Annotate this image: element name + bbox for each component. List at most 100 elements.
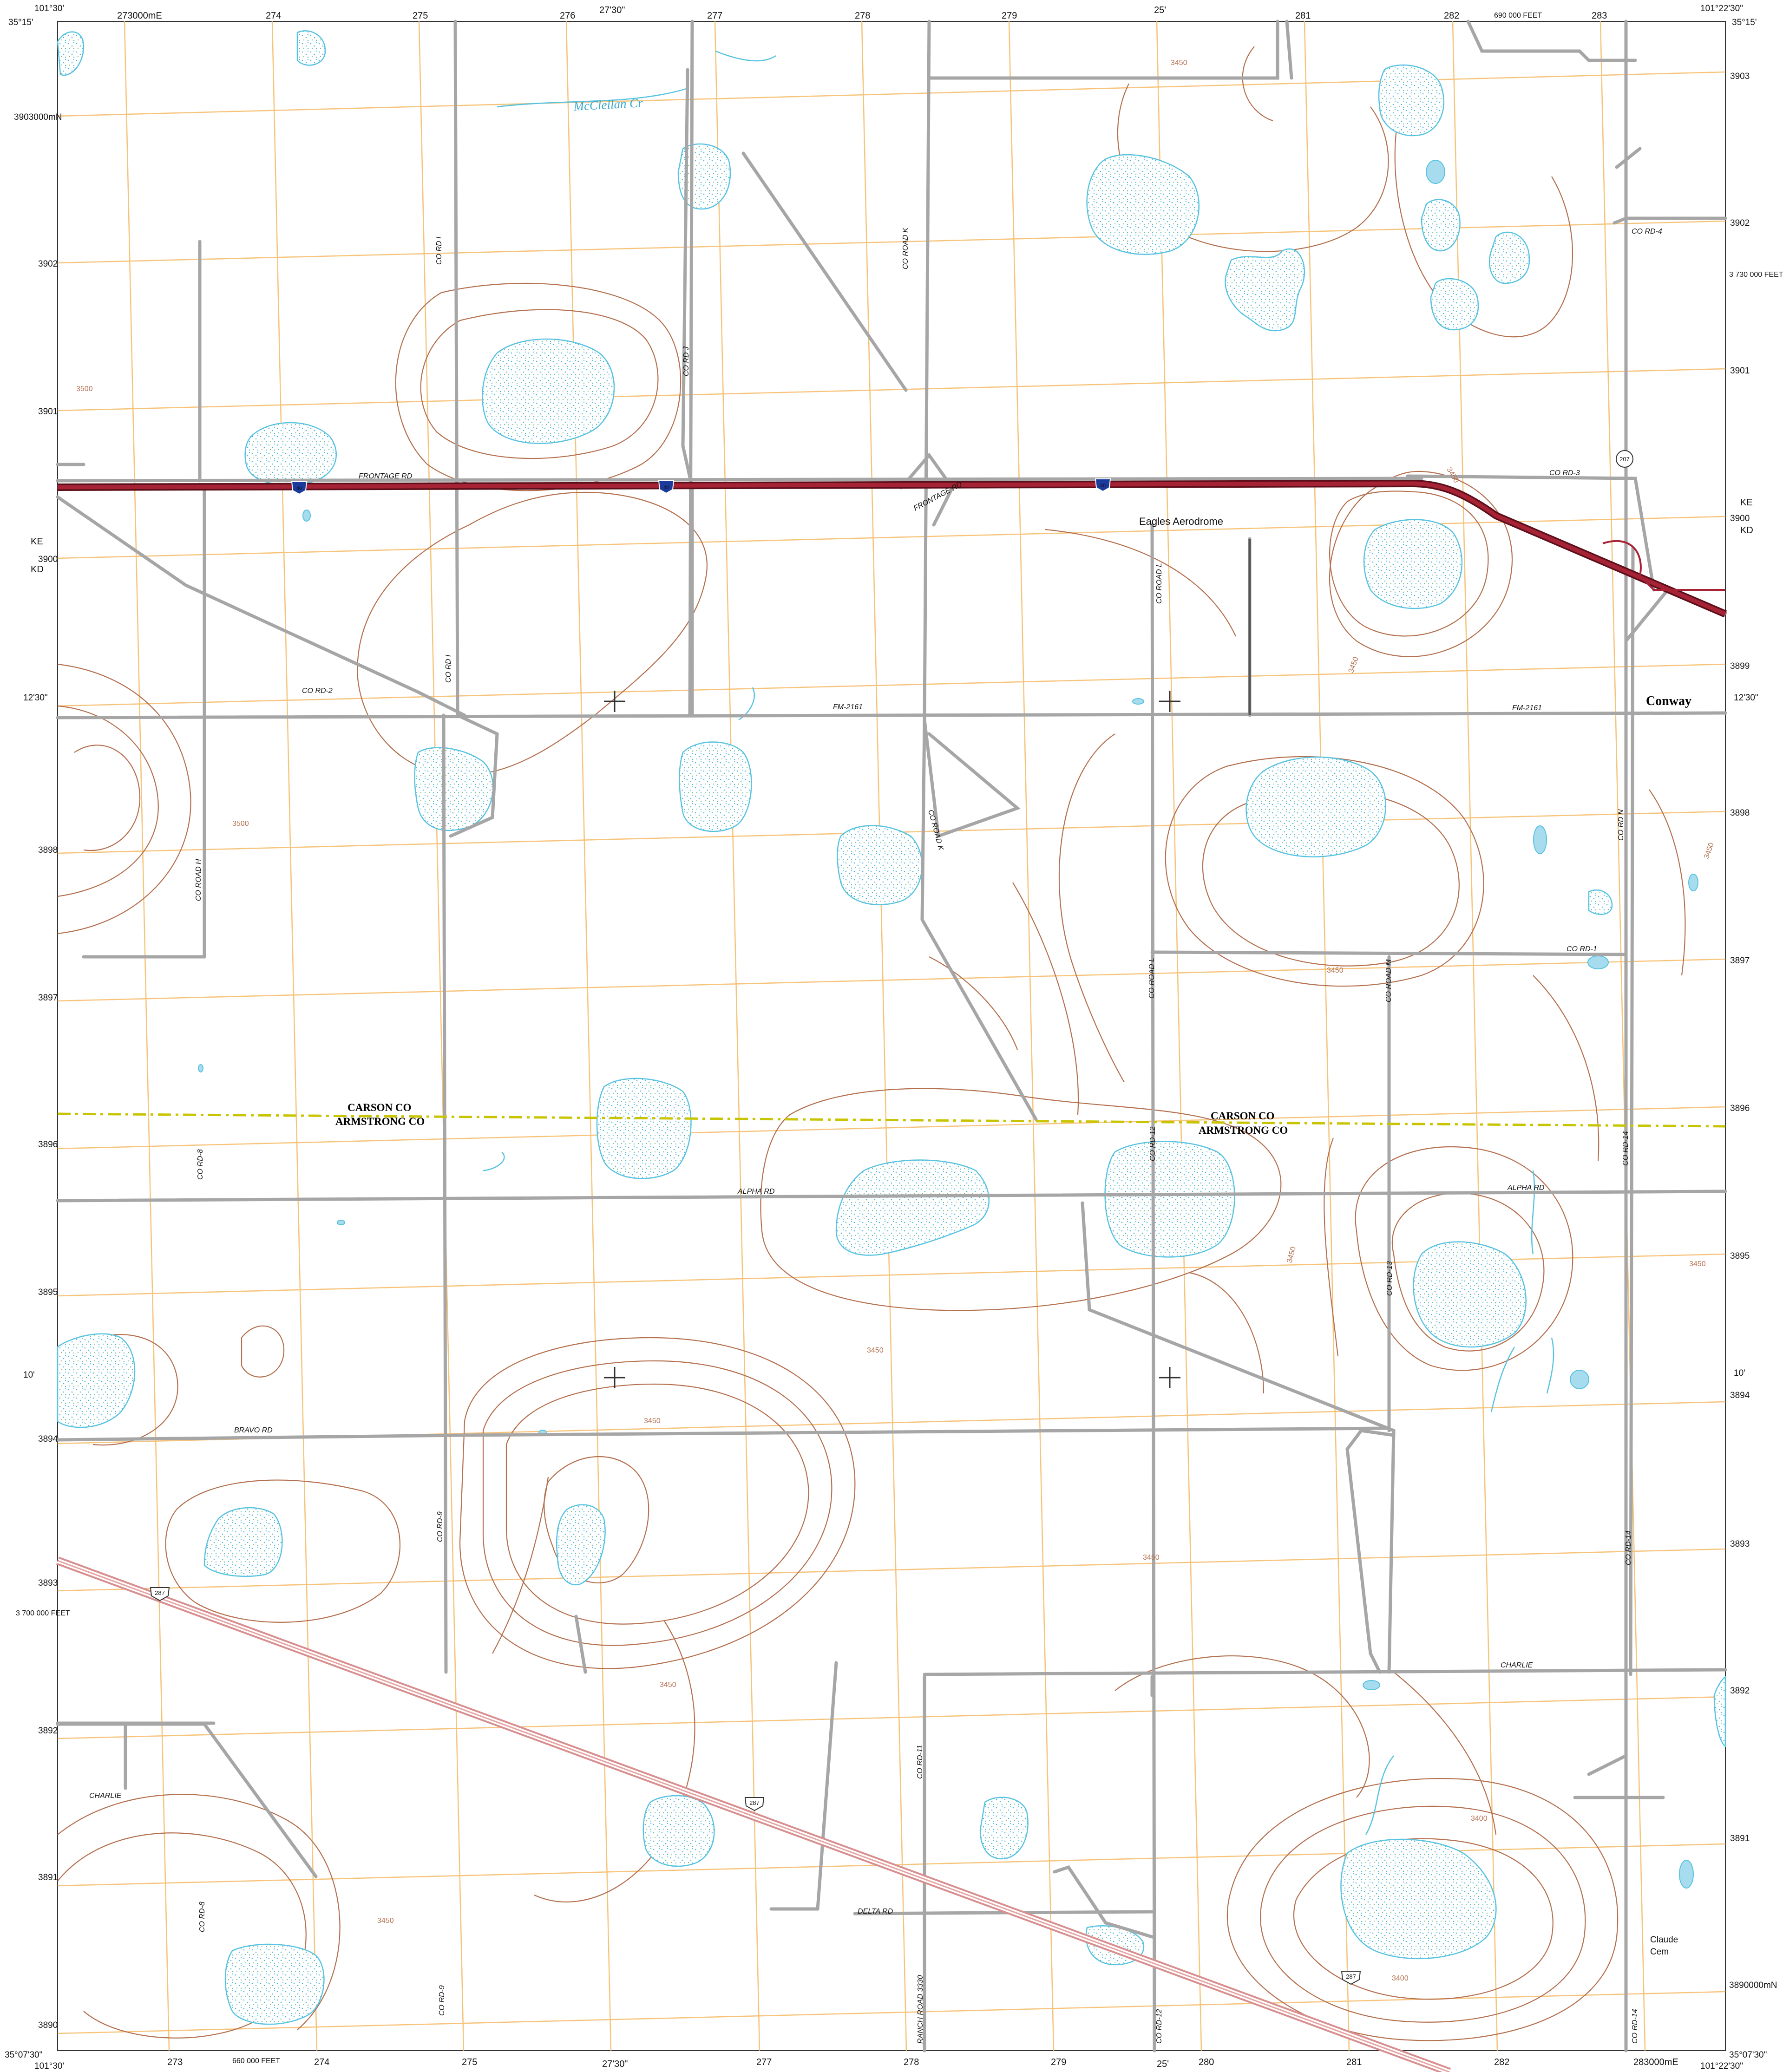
svg-text:3903000mN: 3903000mN <box>14 112 62 122</box>
svg-text:3899: 3899 <box>1730 661 1750 671</box>
i40-shield-2: 40 <box>658 480 675 494</box>
svg-text:CHARLIE: CHARLIE <box>1501 1661 1533 1669</box>
svg-text:3890000mN: 3890000mN <box>1729 1980 1777 1990</box>
svg-text:40: 40 <box>663 485 669 490</box>
corner-bottom-left: 101°30' <box>34 2061 64 2071</box>
svg-text:3893: 3893 <box>1730 1539 1750 1549</box>
svg-text:3450: 3450 <box>1171 59 1187 67</box>
svg-text:283000mE: 283000mE <box>1633 2057 1678 2067</box>
us287-shield-1: 287 <box>150 1587 170 1601</box>
roads <box>56 20 1727 2052</box>
corner-top-right-lat: 35°15' <box>1732 18 1757 27</box>
svg-text:274: 274 <box>266 11 281 21</box>
sh207-shield: 207 <box>1616 450 1633 468</box>
svg-text:KD: KD <box>31 564 44 575</box>
svg-text:279: 279 <box>1051 2057 1066 2067</box>
svg-text:CO RD N: CO RD N <box>1617 809 1625 841</box>
svg-text:KE: KE <box>31 536 43 547</box>
county-label-carson-1: CARSON CO <box>347 1102 411 1113</box>
svg-text:3450: 3450 <box>1689 1260 1706 1268</box>
corner-bottom-left-lat: 35°07'30" <box>5 2050 42 2060</box>
svg-text:660 000 FEET: 660 000 FEET <box>232 2057 280 2065</box>
svg-text:276: 276 <box>560 11 575 21</box>
svg-text:277: 277 <box>756 2057 772 2067</box>
svg-text:CO RD-1: CO RD-1 <box>1567 945 1597 953</box>
top-ticks: 273000mE 274 275 276 27'30" 277 278 279 … <box>117 5 1607 21</box>
svg-text:278: 278 <box>904 2057 919 2067</box>
svg-text:277: 277 <box>707 11 722 21</box>
svg-text:CO RD-12: CO RD-12 <box>1155 2009 1163 2044</box>
svg-text:287: 287 <box>1346 1973 1356 1980</box>
town-label: Conway <box>1646 694 1691 708</box>
svg-text:CO RD-12: CO RD-12 <box>1149 1126 1157 1161</box>
svg-text:CO RD-8: CO RD-8 <box>197 1149 204 1180</box>
svg-text:FM-2161: FM-2161 <box>833 703 863 711</box>
svg-text:CO RD I: CO RD I <box>435 236 443 265</box>
svg-text:3898: 3898 <box>38 845 58 855</box>
contour-lines <box>57 46 1686 2041</box>
svg-text:3896: 3896 <box>38 1140 58 1150</box>
svg-text:273: 273 <box>167 2057 183 2067</box>
county-label-armstrong-1: ARMSTRONG CO <box>335 1116 425 1127</box>
svg-text:CO RD-9: CO RD-9 <box>436 1511 444 1542</box>
svg-text:CO ROAD L: CO ROAD L <box>1155 563 1163 604</box>
svg-text:CO RD-14: CO RD-14 <box>1625 1530 1632 1565</box>
svg-text:275: 275 <box>462 2057 477 2067</box>
us287-shield-3: 287 <box>1341 1971 1361 1985</box>
svg-text:40: 40 <box>1100 483 1106 489</box>
svg-text:283: 283 <box>1592 11 1607 21</box>
county-label-carson-2: CARSON CO <box>1211 1110 1274 1122</box>
edge-labels: KE KD KE KD <box>31 497 1753 575</box>
svg-text:273000mE: 273000mE <box>117 11 162 21</box>
svg-text:KE: KE <box>1740 497 1753 508</box>
county-label-armstrong-2: ARMSTRONG CO <box>1199 1124 1288 1136</box>
streams <box>483 50 1554 1835</box>
svg-text:CO RD J: CO RD J <box>682 346 690 376</box>
svg-text:12'30": 12'30" <box>23 693 48 703</box>
svg-text:CO ROAD H: CO ROAD H <box>195 859 203 901</box>
svg-text:3891: 3891 <box>1730 1834 1750 1843</box>
svg-text:RANCH ROAD 3330: RANCH ROAD 3330 <box>917 1975 924 2044</box>
svg-text:282: 282 <box>1494 2057 1509 2067</box>
svg-text:ALPHA RD: ALPHA RD <box>737 1188 775 1196</box>
svg-text:3902: 3902 <box>1730 218 1750 228</box>
svg-text:40: 40 <box>296 486 302 491</box>
svg-text:3901: 3901 <box>38 407 58 417</box>
map-frame <box>57 21 1726 2051</box>
svg-text:3897: 3897 <box>38 993 58 1003</box>
svg-text:FRONTAGE RD: FRONTAGE RD <box>359 472 413 480</box>
svg-text:CHARLIE: CHARLIE <box>89 1792 122 1800</box>
svg-text:27'30": 27'30" <box>602 2059 628 2069</box>
svg-text:287: 287 <box>749 1799 760 1806</box>
svg-text:3901: 3901 <box>1730 366 1750 376</box>
svg-text:3450: 3450 <box>1327 967 1344 974</box>
corner-top-left: 101°30' <box>34 4 64 13</box>
svg-text:282: 282 <box>1444 11 1459 21</box>
aerodrome-label: Eagles Aerodrome <box>1139 516 1223 527</box>
i40-shield-3: 40 <box>1095 478 1111 492</box>
svg-text:3890: 3890 <box>38 2020 58 2030</box>
svg-text:3450: 3450 <box>644 1417 661 1425</box>
corner-bottom-right-lat: 35°07'30" <box>1729 2050 1767 2060</box>
svg-text:3895: 3895 <box>1730 1251 1750 1261</box>
svg-text:279: 279 <box>1002 11 1017 21</box>
svg-text:3895: 3895 <box>38 1288 58 1297</box>
svg-text:3900: 3900 <box>38 555 58 564</box>
svg-text:3450: 3450 <box>377 1917 394 1925</box>
us287-shield-2: 287 <box>744 1797 765 1811</box>
svg-text:275: 275 <box>413 11 428 21</box>
corner-bottom-right: 101°22'30" <box>1700 2061 1743 2071</box>
left-ticks: 3903000mN 3902 3901 3900 12'30" 3898 389… <box>14 112 70 2030</box>
svg-text:3891: 3891 <box>38 1873 58 1882</box>
svg-text:281: 281 <box>1295 11 1311 21</box>
svg-text:3 730 000 FEET: 3 730 000 FEET <box>1729 271 1783 279</box>
svg-text:CO RD-14: CO RD-14 <box>1622 1131 1630 1166</box>
svg-text:CO ROAD L: CO ROAD L <box>1148 958 1156 999</box>
svg-text:281: 281 <box>1346 2057 1362 2067</box>
svg-text:274: 274 <box>314 2057 329 2067</box>
section-crosses <box>604 691 1180 1388</box>
svg-text:3892: 3892 <box>38 1726 58 1736</box>
county-boundary <box>57 1112 1726 1128</box>
svg-text:3903: 3903 <box>1730 72 1750 81</box>
